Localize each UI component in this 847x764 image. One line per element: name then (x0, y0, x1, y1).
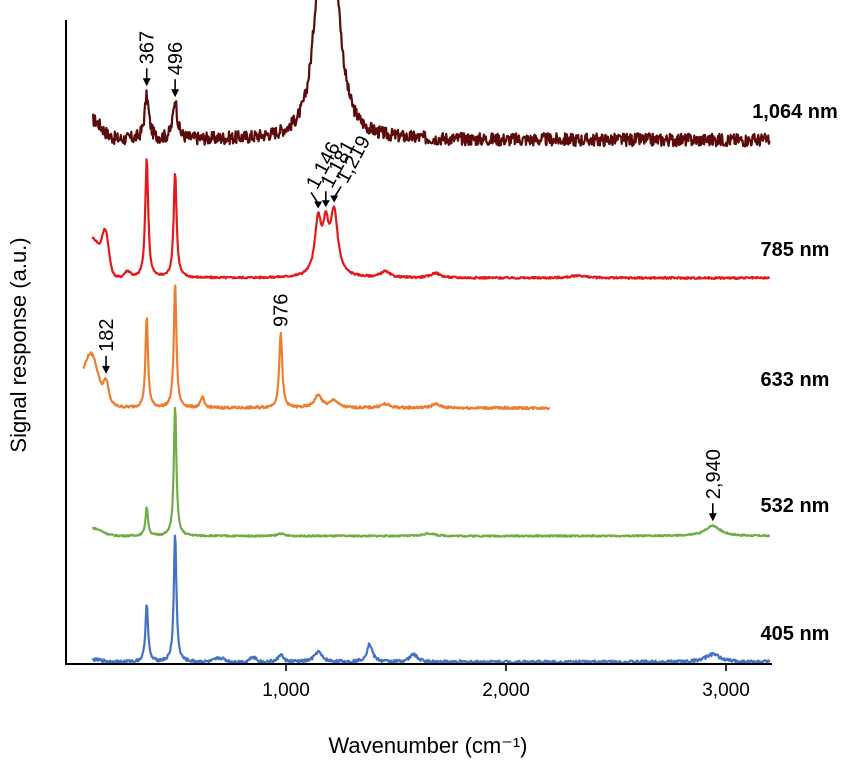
annotation-text: 182 (96, 318, 118, 351)
peak-annotation: 2,940 (703, 449, 725, 522)
annotation-arrow-head (171, 89, 180, 98)
x-tick-label: 2,000 (482, 680, 530, 701)
x-tick-label: 1,000 (262, 680, 310, 701)
annotation-text: 367 (137, 31, 159, 64)
x-axis-title: Wavenumber (cm⁻¹) (328, 733, 527, 758)
annotation-arrow-head (314, 201, 323, 209)
series-label: 785 nm (761, 239, 830, 261)
x-tick-label: 3,000 (702, 680, 750, 701)
series-line-1-064-nm (91, 0, 771, 148)
series-label: 1,064 nm (752, 101, 838, 123)
peak-annotation: 496 (165, 42, 187, 98)
peak-annotation: 182 (96, 318, 118, 374)
annotation-arrow-head (102, 365, 111, 374)
x-tick-layer: 1,000 2,000 3,000 (262, 664, 750, 701)
series-label: 633 nm (761, 369, 830, 391)
peak-annotation: 367 (137, 31, 159, 87)
series-layer: 1,064 nm 785 nm 633 nm 532 nm 405 nm (82, 0, 838, 665)
annotation-arrow-head (142, 78, 151, 87)
annotation-text: 976 (271, 294, 293, 327)
series-line-785-nm (91, 158, 771, 280)
y-axis-title: Signal response (a.u.) (6, 237, 31, 452)
series-label: 532 nm (761, 495, 830, 517)
annotation-arrow-head (330, 195, 339, 203)
series-line-532-nm (92, 406, 771, 538)
annotation-text: 2,940 (703, 449, 725, 499)
series-line-405-nm (91, 534, 771, 665)
annotation-arrow-head (321, 200, 330, 208)
series-label: 405 nm (761, 623, 830, 645)
annotation-text: 496 (165, 42, 187, 75)
annotation-arrow-head (708, 513, 717, 522)
series-line-633-nm (82, 284, 551, 411)
peak-annotation: 976 (271, 294, 293, 327)
